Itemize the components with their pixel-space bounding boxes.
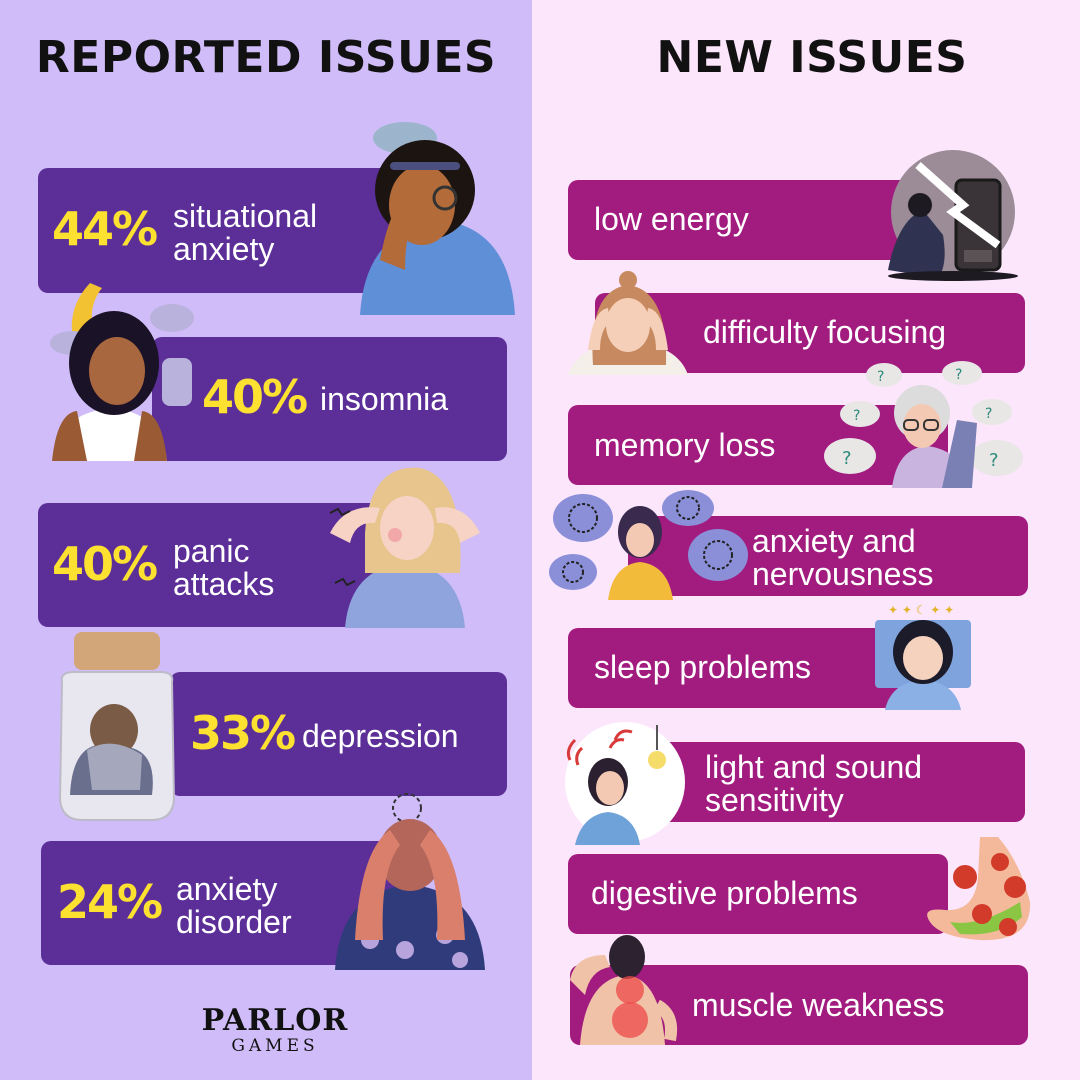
stomach-virus-icon <box>927 837 1031 941</box>
new-issue-digestive-problems <box>568 854 948 934</box>
label-anxiety-disorder-line2: disorder <box>176 904 292 940</box>
label-difficulty-focusing: difficulty focusing <box>703 314 947 350</box>
label-low-energy: low energy <box>594 201 749 237</box>
label-sleep-problems: sleep problems <box>594 649 811 685</box>
label-situational-anxiety-line2: anxiety <box>173 231 275 267</box>
stressed-woman-icon <box>360 122 515 315</box>
sleepless-woman-icon <box>50 283 194 461</box>
anxious-man-icon <box>335 793 485 970</box>
label-muscle-weakness: muscle weakness <box>692 987 945 1023</box>
svg-text:?: ? <box>985 406 992 422</box>
label-depression: depression <box>302 718 459 754</box>
reported-item-depression <box>170 672 507 796</box>
focus-woman-icon <box>568 271 688 375</box>
logo-line2: GAMES <box>231 1036 319 1056</box>
svg-text:?: ? <box>989 450 999 471</box>
logo-line1: PARLOR <box>201 1003 349 1038</box>
label-light-sound-line1: light and sound <box>705 749 923 785</box>
reported-item-situational-anxiety <box>38 168 390 293</box>
label-panic-attacks-line1: panic <box>173 533 250 569</box>
reported-issues-heading: REPORTED ISSUES <box>35 32 497 83</box>
percent-situational-anxiety: 44% <box>52 202 158 256</box>
back-pain-icon <box>570 935 678 1045</box>
percent-depression: 33% <box>190 706 296 760</box>
percent-panic-attacks: 40% <box>52 537 158 591</box>
tired-woman-icon: ✦ ✦ ☾ ✦ ✦ <box>875 603 971 710</box>
parlor-games-logo: PARLOR GAMES <box>200 1003 350 1056</box>
label-panic-attacks-line2: attacks <box>173 566 275 602</box>
svg-text:?: ? <box>955 367 962 383</box>
tangled-thoughts-icon <box>549 490 748 600</box>
svg-text:?: ? <box>853 408 860 424</box>
label-digestive-problems: digestive problems <box>591 875 858 911</box>
jar-woman-icon <box>58 632 176 821</box>
label-insomnia: insomnia <box>320 381 449 417</box>
new-issue-memory-loss <box>568 405 948 485</box>
label-situational-anxiety-line1: situational <box>173 198 318 234</box>
label-memory-loss: memory loss <box>594 427 776 463</box>
reported-item-insomnia <box>152 337 507 461</box>
label-light-sound-line2: sensitivity <box>705 782 844 818</box>
new-issue-sleep-problems <box>568 628 908 708</box>
panic-woman-icon <box>329 467 480 628</box>
label-anxiety-nervousness-line2: nervousness <box>752 556 934 592</box>
confused-elder-icon: ? ? ? ? ? ? <box>824 361 1023 488</box>
new-issues-heading: NEW ISSUES <box>656 32 968 83</box>
new-issue-low-energy <box>568 180 920 260</box>
percent-anxiety-disorder: 24% <box>57 875 163 929</box>
percent-insomnia: 40% <box>202 370 308 424</box>
low-battery-icon <box>888 150 1018 281</box>
svg-text:?: ? <box>877 369 884 385</box>
label-anxiety-disorder-line1: anxiety <box>176 871 278 907</box>
svg-text:✦ ✦ ☾ ✦ ✦: ✦ ✦ ☾ ✦ ✦ <box>888 603 954 617</box>
svg-text:?: ? <box>842 448 852 469</box>
lightbulb-sound-icon <box>565 722 685 845</box>
label-anxiety-nervousness-line1: anxiety and <box>752 523 916 559</box>
